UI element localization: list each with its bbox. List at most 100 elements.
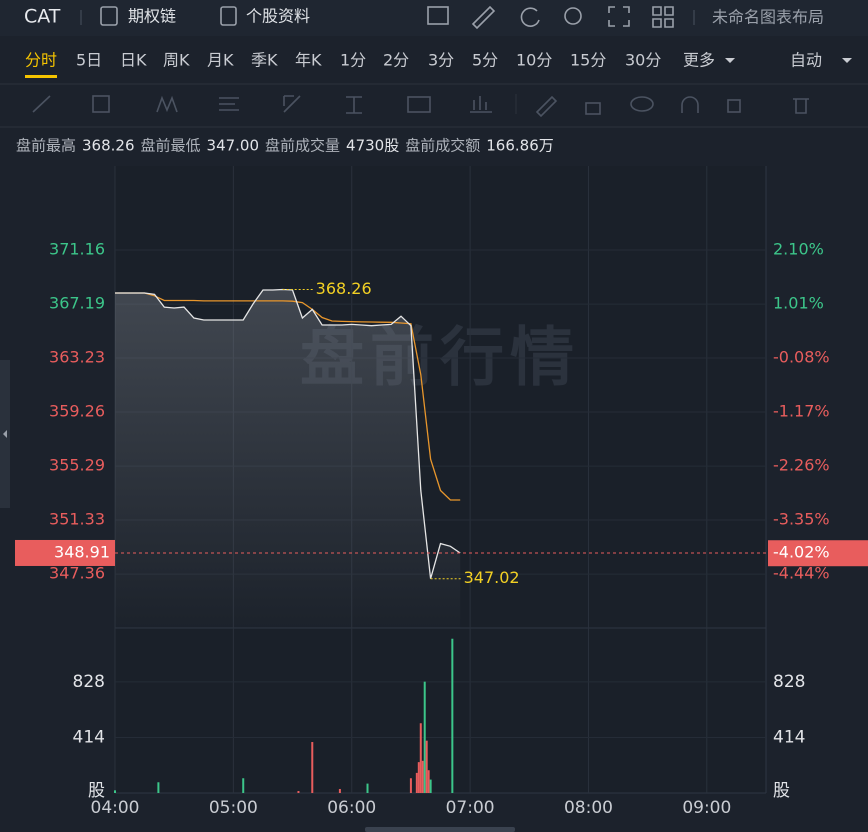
chart-icon[interactable]: [427, 6, 449, 25]
y2-tick-label: 1.01%: [773, 294, 824, 313]
y2-tick-label: 2.10%: [773, 240, 824, 259]
volume-bar: [427, 770, 430, 793]
eye-tool[interactable]: [630, 96, 654, 112]
volume-bar: [366, 783, 369, 793]
x-tick-label: 06:00: [327, 798, 376, 818]
annotation-label: 368.26: [316, 279, 372, 298]
arrow-tool[interactable]: [283, 95, 301, 113]
period-tab[interactable]: 季K: [251, 51, 278, 70]
x-tick-label: 04:00: [91, 798, 140, 818]
volume-bar: [425, 740, 428, 793]
drawing-toolbar: [32, 94, 809, 118]
fib-tool[interactable]: [219, 97, 239, 111]
volume-tick-label: 414: [773, 727, 805, 747]
y-tick-label: 359.26: [49, 402, 105, 421]
y2-tick-label: -4.44%: [773, 564, 830, 583]
y-tick-label: 347.36: [49, 564, 105, 583]
period-tabs: 分时 5日 日K 周K 月K 季K 年K 1分 2分 3分 5分 10分 15分 30分 更多: [25, 51, 736, 78]
last-price-box: [15, 539, 115, 566]
rect-tool[interactable]: [92, 95, 110, 113]
magnet-tool[interactable]: [681, 96, 699, 113]
volume-tick-label: 股: [88, 781, 105, 801]
annotation-label: 347.02: [464, 568, 520, 587]
volume-tick-label: 828: [73, 672, 105, 692]
copy-tool[interactable]: [727, 99, 741, 113]
stat-value: 347.00: [207, 137, 260, 155]
mode-select[interactable]: 自动: [790, 51, 822, 70]
top-bar: [0, 0, 868, 36]
delete-tool[interactable]: [793, 98, 809, 114]
stats-row: 盘前最高 368.26 盘前最低 347.00 盘前成交量 4730股 盘前成交额 166.8…: [16, 137, 554, 155]
tool-icons: [427, 5, 695, 30]
x-tick-label: 05:00: [209, 798, 258, 818]
layout-icon[interactable]: [652, 6, 674, 28]
y-tick-label: 351.33: [49, 510, 105, 529]
period-tab[interactable]: 分时: [25, 51, 57, 70]
profile-icon[interactable]: [220, 6, 237, 26]
period-tab[interactable]: 10分: [516, 51, 552, 70]
pen-tool[interactable]: [535, 95, 558, 118]
x-tick-label: 08:00: [564, 798, 613, 818]
measure-tool[interactable]: [346, 96, 362, 114]
profile-link[interactable]: 个股资料: [246, 7, 310, 26]
y2-tick-label: -3.35%: [773, 510, 830, 529]
active-underline: [25, 75, 58, 78]
period-tab[interactable]: 周K: [163, 51, 190, 70]
last-price-label: 348.91: [54, 542, 110, 561]
lock-tool[interactable]: [585, 102, 601, 115]
volume-bar: [423, 681, 426, 793]
average-line: [115, 292, 461, 501]
settings-icon[interactable]: [564, 7, 582, 25]
volume-bar: [409, 778, 412, 793]
refresh-icon[interactable]: [520, 7, 540, 27]
volume-bar: [114, 790, 116, 793]
period-tab[interactable]: 3分: [428, 51, 454, 70]
period-tab[interactable]: 30分: [625, 51, 661, 70]
line-tool[interactable]: [32, 95, 51, 113]
volume-bar: [429, 779, 432, 793]
stat-value: 4730股: [346, 137, 399, 155]
period-tab[interactable]: 15分: [570, 51, 606, 70]
y-tick-label: 371.16: [49, 240, 105, 259]
text-tool[interactable]: [407, 96, 431, 113]
period-tab[interactable]: 月K: [207, 51, 234, 70]
layout-name[interactable]: 未命名图表布局: [712, 8, 824, 27]
side-tab-arrow[interactable]: [3, 430, 7, 438]
stat-label: 盘前最高: [16, 137, 76, 155]
volume-bar: [157, 782, 160, 793]
stat-value: 368.26: [82, 137, 135, 155]
x-tick-label: 09:00: [682, 798, 731, 818]
volume-bar: [338, 788, 341, 793]
period-tab[interactable]: 1分: [340, 51, 366, 70]
more-arrow[interactable]: [725, 58, 736, 63]
period-tab[interactable]: 更多: [683, 51, 715, 70]
option-icon[interactable]: [100, 6, 118, 26]
period-tab[interactable]: 5日: [76, 51, 102, 70]
period-tab[interactable]: 年K: [295, 51, 322, 70]
wave-tool[interactable]: [156, 95, 178, 113]
x-tick-label: 07:00: [446, 798, 495, 818]
y-tick-label: 363.23: [49, 347, 105, 366]
period-tab[interactable]: 2分: [383, 51, 409, 70]
scrollbar[interactable]: [365, 827, 515, 832]
symbol: CAT: [24, 6, 61, 28]
stat-label: 盘前最低: [141, 137, 201, 155]
fullscreen-icon[interactable]: [608, 6, 630, 27]
volume-bar: [451, 638, 454, 793]
period-tab[interactable]: 日K: [120, 51, 147, 70]
volume-bar: [311, 742, 314, 793]
volume-tool[interactable]: [470, 96, 492, 113]
y-tick-label: 355.29: [49, 456, 105, 475]
volume-bar: [297, 790, 300, 793]
period-tab[interactable]: 5分: [472, 51, 498, 70]
volume-bar: [421, 760, 424, 793]
edit-icon[interactable]: [471, 5, 496, 30]
y2-tick-label: -1.17%: [773, 402, 830, 421]
last-pct-box: [768, 540, 868, 567]
stat-label: 盘前成交额: [405, 137, 480, 155]
last-pct-label: -4.02%: [773, 543, 830, 562]
mode-arrow[interactable]: [842, 58, 852, 63]
option-link[interactable]: 期权链: [128, 7, 176, 26]
